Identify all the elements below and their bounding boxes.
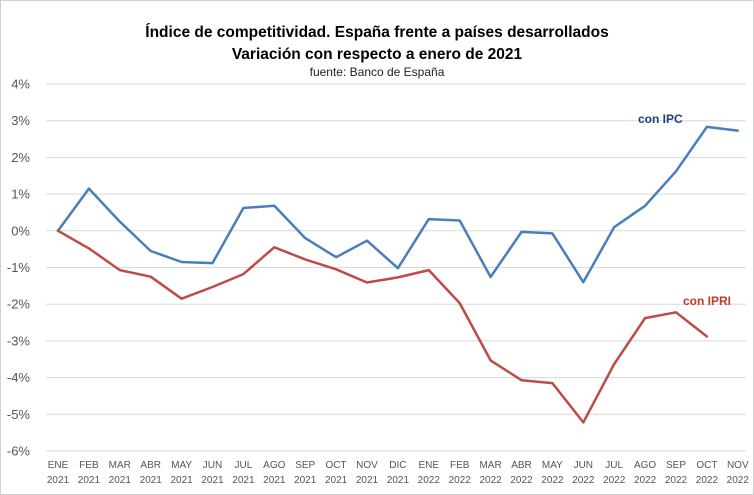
- x-tick-year: 2022: [449, 475, 472, 486]
- x-tick-month: OCT: [326, 460, 347, 471]
- y-tick-label: -2%: [7, 297, 31, 312]
- x-tick-month: OCT: [696, 460, 717, 471]
- x-tick-year: 2021: [263, 475, 286, 486]
- x-tick-year: 2021: [78, 475, 101, 486]
- x-tick-year: 2022: [603, 475, 626, 486]
- y-tick-label: 2%: [11, 150, 30, 165]
- x-tick-year: 2022: [634, 475, 657, 486]
- y-tick-label: -6%: [7, 444, 31, 459]
- x-tick-month: MAY: [542, 460, 563, 471]
- x-tick-year: 2021: [325, 475, 348, 486]
- chart-title-line-1: Índice de competitividad. España frente …: [145, 24, 609, 41]
- gridlines: [46, 83, 746, 452]
- x-tick-month: ABR: [511, 460, 532, 471]
- x-tick-month: JUL: [605, 460, 623, 471]
- x-tick-month: MAY: [171, 460, 192, 471]
- y-tick-label: -3%: [7, 333, 31, 348]
- x-axis-ticks: ENE 2021 FEB 2021 MAR 2021 ABR 2021 MAY 2021 JUN 20…: [47, 460, 749, 486]
- y-tick-label: 3%: [11, 113, 30, 128]
- x-tick-year: 2021: [140, 475, 163, 486]
- y-tick-label: -4%: [7, 370, 31, 385]
- series-labels: con IPC con IPRI: [638, 112, 731, 308]
- x-tick-month: JUN: [203, 460, 222, 471]
- x-tick-month: FEB: [79, 460, 99, 471]
- x-tick-year: 2021: [387, 475, 410, 486]
- x-tick-year: 2022: [696, 475, 719, 486]
- x-tick-month: DIC: [389, 460, 406, 471]
- chart-subtitle: fuente: Banco de España: [309, 65, 445, 79]
- x-tick-year: 2021: [201, 475, 224, 486]
- x-tick-month: MAR: [109, 460, 131, 471]
- x-tick-year: 2022: [665, 475, 688, 486]
- chart-title-line-2: Variación con respecto a enero de 2021: [231, 46, 523, 63]
- x-tick-month: MAR: [479, 460, 501, 471]
- x-tick-month: JUN: [574, 460, 593, 471]
- x-tick-month: SEP: [295, 460, 315, 471]
- x-tick-year: 2021: [170, 475, 193, 486]
- x-tick-month: FEB: [450, 460, 470, 471]
- y-tick-label: -5%: [7, 407, 31, 422]
- y-tick-label: 0%: [11, 223, 30, 238]
- chart-title: Índice de competitividad. España frente …: [0, 22, 754, 66]
- y-axis-ticks: 4% 3% 2% 1% 0% -1% -2% -3% -4% -5% -6%: [7, 77, 31, 459]
- x-tick-month: ABR: [140, 460, 161, 471]
- x-tick-month: NOV: [727, 460, 749, 471]
- series-line-ipc: [56, 125, 740, 284]
- x-tick-year: 2022: [572, 475, 595, 486]
- x-tick-year: 2022: [418, 475, 441, 486]
- series-lines: [56, 125, 740, 424]
- x-tick-month: NOV: [356, 460, 378, 471]
- x-tick-year: 2021: [232, 475, 255, 486]
- x-tick-year: 2021: [109, 475, 132, 486]
- x-tick-year: 2021: [47, 475, 70, 486]
- x-tick-month: AGO: [263, 460, 285, 471]
- x-tick-month: ENE: [48, 460, 69, 471]
- x-tick-year: 2021: [294, 475, 317, 486]
- x-tick-year: 2022: [510, 475, 533, 486]
- series-label-ipc: con IPC: [638, 112, 683, 126]
- x-tick-year: 2021: [356, 475, 379, 486]
- series-label-ipri: con IPRI: [683, 294, 731, 308]
- series-line-ipri: [56, 229, 709, 424]
- x-tick-month: SEP: [666, 460, 686, 471]
- x-tick-month: ENE: [419, 460, 440, 471]
- y-tick-label: -1%: [7, 260, 31, 275]
- x-tick-year: 2022: [479, 475, 502, 486]
- x-tick-month: JUL: [235, 460, 253, 471]
- x-tick-year: 2022: [727, 475, 750, 486]
- y-tick-label: 4%: [11, 77, 30, 92]
- x-tick-year: 2022: [541, 475, 564, 486]
- y-tick-label: 1%: [11, 187, 30, 202]
- x-tick-month: AGO: [634, 460, 656, 471]
